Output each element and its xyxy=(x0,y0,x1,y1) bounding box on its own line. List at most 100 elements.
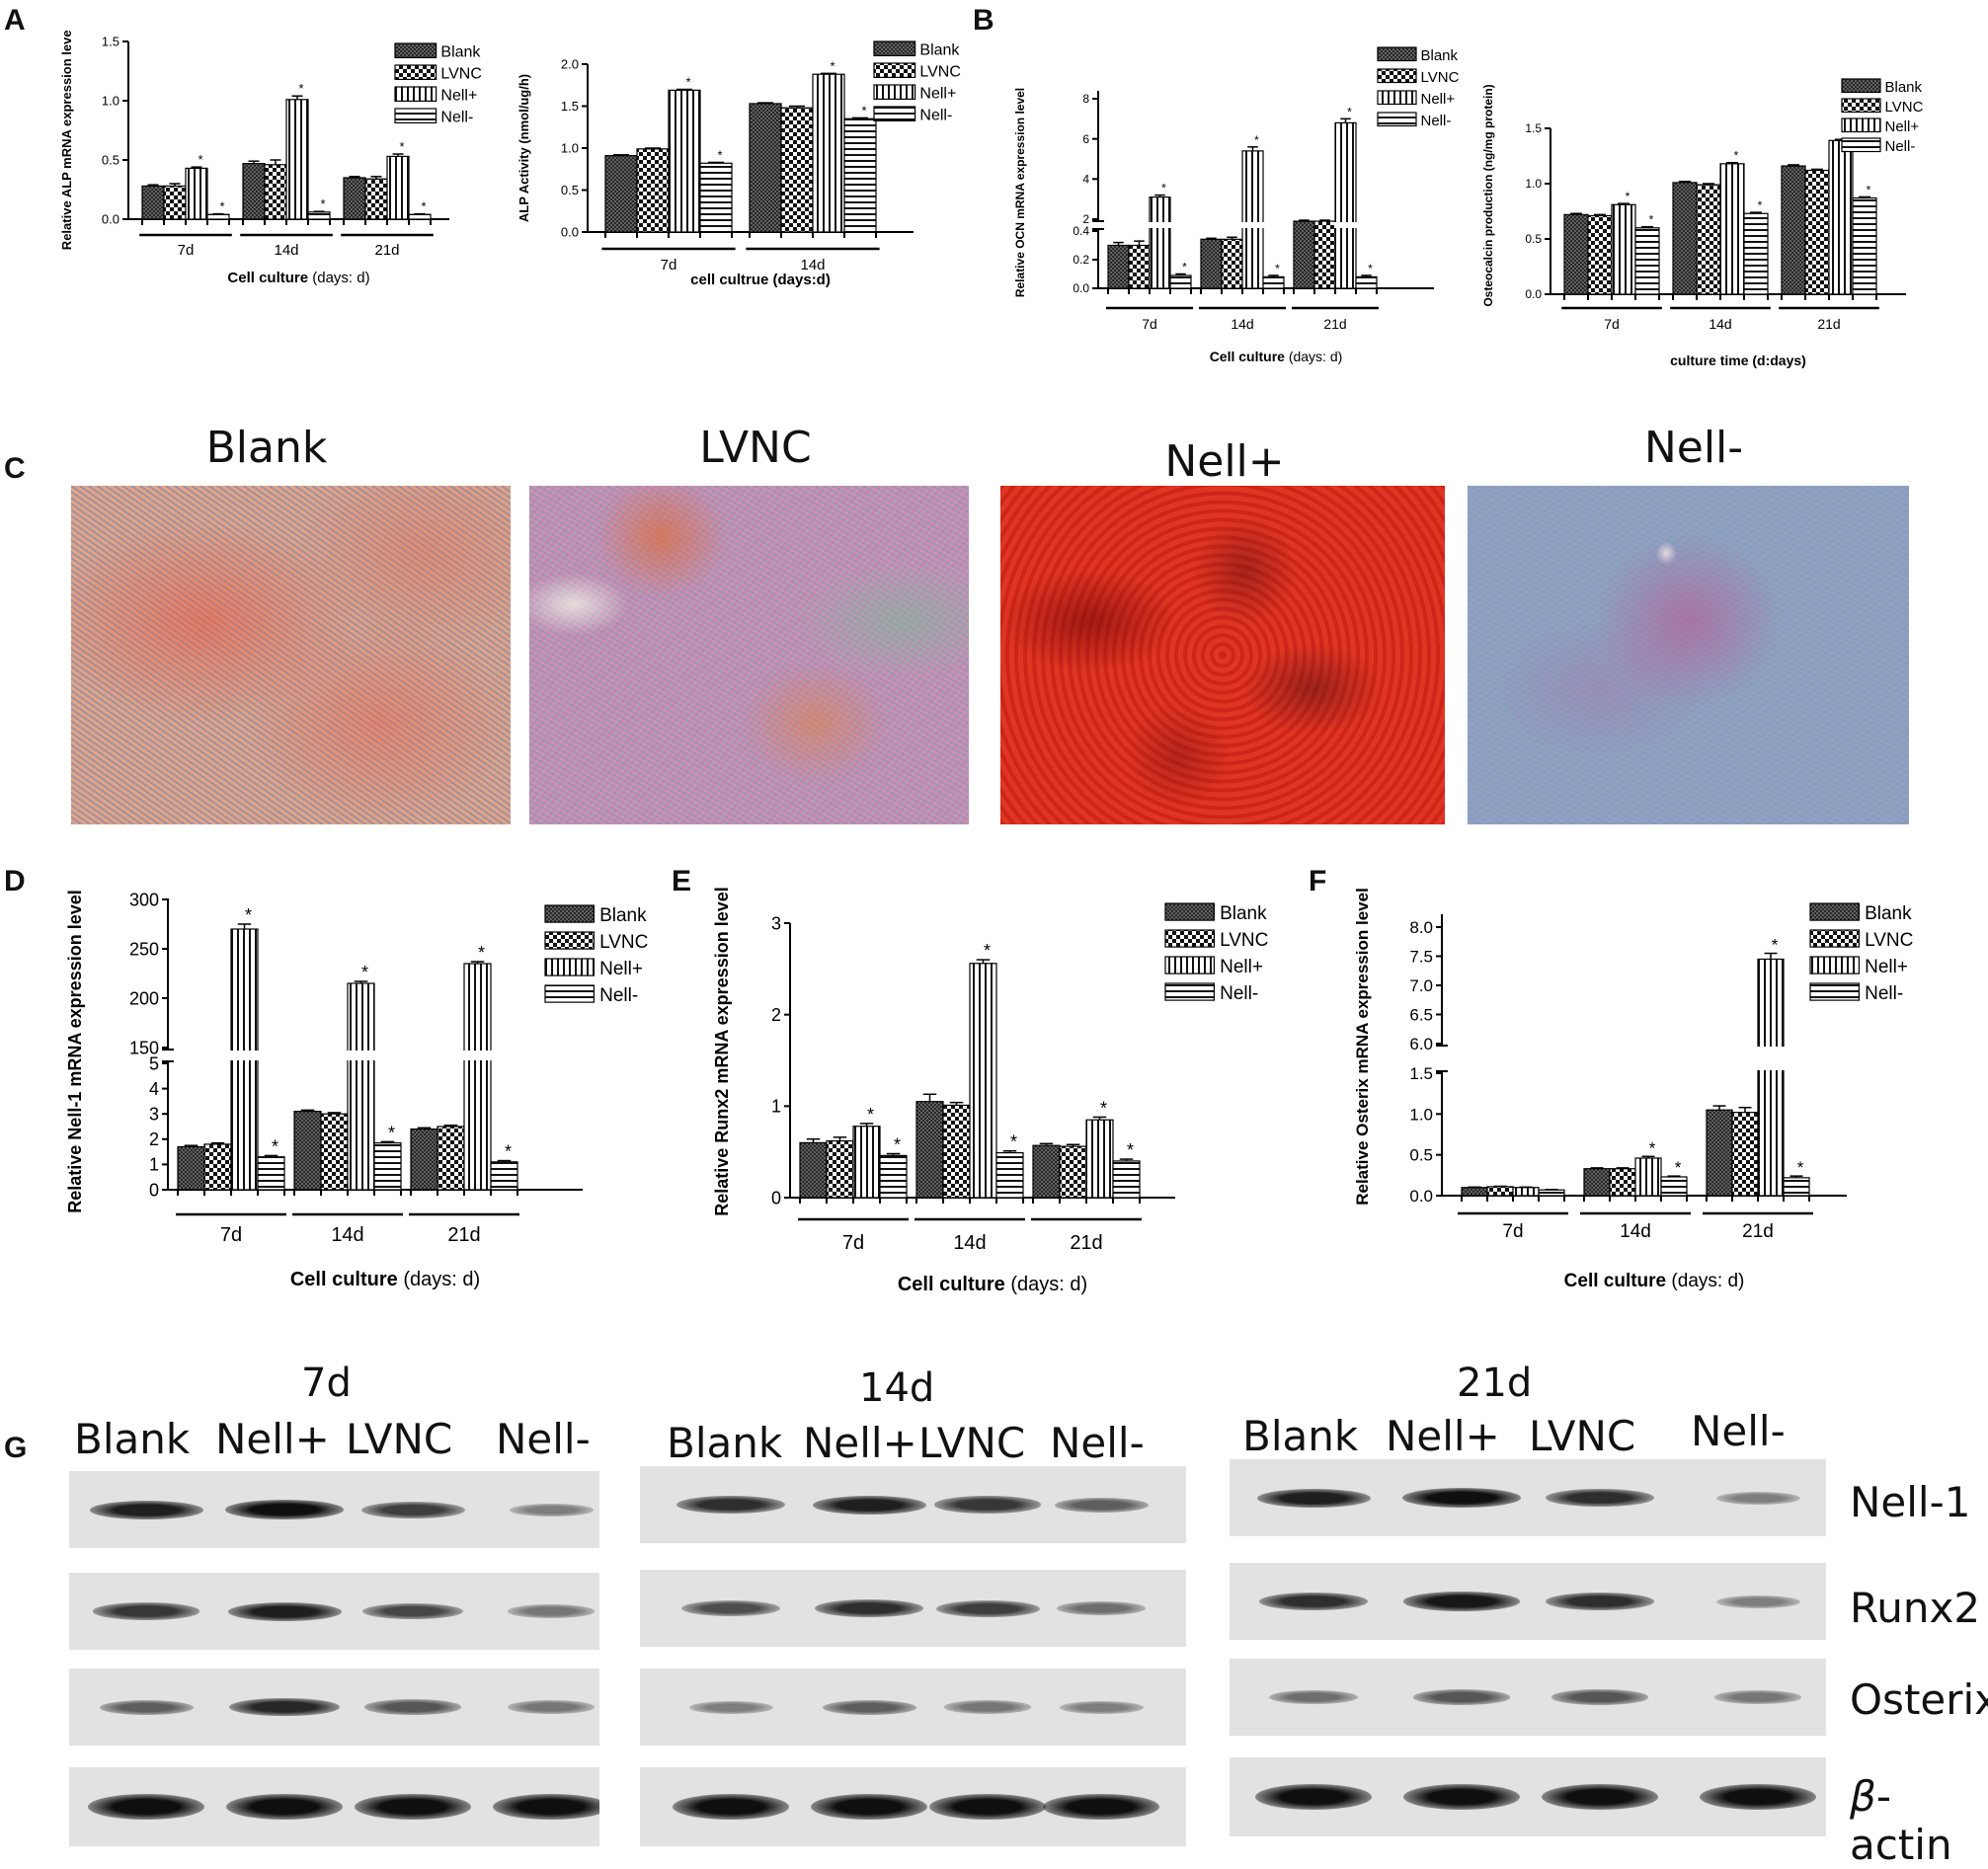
bar-blank-14d xyxy=(1200,238,1223,289)
blot-strip-14d-row3 xyxy=(640,1767,1186,1846)
significance-star: * xyxy=(1010,1132,1017,1152)
blot-band xyxy=(509,1503,594,1517)
y-tick-label: 300 xyxy=(129,890,159,909)
panel-letter-c: C xyxy=(4,452,26,485)
x-axis-label: Cell culture (days: d) xyxy=(1210,349,1343,364)
blot-band xyxy=(508,1604,595,1618)
blot-band xyxy=(88,1794,204,1820)
bar-lvnc-14d xyxy=(780,107,814,233)
y-axis-label: Relative ALP mRNA expression level xyxy=(59,30,74,250)
blot-strip-14d-row2 xyxy=(640,1669,1186,1746)
blot-band xyxy=(227,1601,342,1621)
bar-blank-21d xyxy=(1032,1144,1061,1199)
blot-strip-14d-row0 xyxy=(640,1466,1186,1543)
bar-nellplus-7d xyxy=(1611,203,1636,295)
blot-band xyxy=(811,1794,927,1820)
beta-symbol: β xyxy=(1850,1772,1876,1821)
legend-swatch xyxy=(1809,902,1861,921)
protein-label-runx2: Runx2 xyxy=(1850,1584,1981,1632)
blot-band xyxy=(493,1794,599,1820)
blot-band xyxy=(929,1794,1046,1820)
bar-lvnc-7d xyxy=(163,185,187,220)
legend-label: Nell- xyxy=(1885,138,1916,155)
blot-band xyxy=(1043,1794,1159,1820)
blot-strip-7d-row1 xyxy=(69,1573,599,1650)
panel-letter-g: G xyxy=(4,1432,28,1464)
significance-star: * xyxy=(867,1105,874,1125)
y-tick-label: 1.5 xyxy=(561,99,579,114)
bar-blank-7d xyxy=(1107,244,1130,289)
category-label-14d: 14d xyxy=(800,257,825,273)
legend-label: Nell- xyxy=(599,985,638,1006)
significance-star: * xyxy=(685,75,690,90)
y-tick-label: 6.5 xyxy=(1409,1005,1433,1024)
legend-swatch xyxy=(544,931,596,950)
blot-strip-21d-row0 xyxy=(1230,1459,1826,1536)
y-tick-label: 7.0 xyxy=(1409,976,1433,995)
lane-label-7d-blank: Blank xyxy=(74,1415,191,1463)
bar-nellminus-21d xyxy=(1783,1177,1810,1197)
significance-star: * xyxy=(1649,1138,1656,1157)
bar-nellminus-21d xyxy=(1112,1160,1141,1199)
bar-lvnc-21d xyxy=(1059,1145,1087,1199)
chart-a2: 0.0 0.5 1.0 1.5 2.0 ALP Activity (nmol/ug/h) *… xyxy=(517,40,961,288)
y-tick-label: 0.0 xyxy=(1525,287,1542,301)
legend-swatch xyxy=(1377,112,1417,127)
bar-lvnc-14d xyxy=(320,1113,349,1191)
y-tick-label: 2 xyxy=(149,1129,159,1149)
bar-break xyxy=(347,1051,375,1060)
legend-label: LVNC xyxy=(1885,99,1924,116)
bar-nellminus-14d xyxy=(995,1151,1024,1199)
bar-nellminus-14d xyxy=(307,211,331,220)
lane-label-21d-blank: Blank xyxy=(1242,1412,1359,1460)
category-label-14d: 14d xyxy=(1709,316,1731,332)
bar-lvnc-14d xyxy=(942,1104,971,1199)
micrograph-blank xyxy=(71,486,511,824)
blot-band xyxy=(360,1501,465,1519)
category-label-21d: 21d xyxy=(1070,1232,1102,1254)
category-label-14d: 14d xyxy=(953,1232,986,1254)
legend-label: Blank xyxy=(1885,79,1923,96)
bar-nellminus-21d xyxy=(1355,275,1378,289)
bar-nellplus-7d xyxy=(668,89,701,233)
bar-nellminus-14d xyxy=(843,117,877,233)
legend-swatch xyxy=(873,40,916,56)
y-axis-label: Osteocalcin production (ng/mg protein) xyxy=(1481,84,1495,306)
legend-swatch xyxy=(1164,956,1216,974)
micrograph-nellplus xyxy=(1000,486,1445,824)
significance-star: * xyxy=(1254,133,1259,147)
y-tick-label: 250 xyxy=(129,939,159,959)
bar-nellminus-7d xyxy=(879,1154,908,1199)
axis-break-gap xyxy=(1090,221,1106,229)
lane-label-21d-nellplus: Nell+ xyxy=(1386,1412,1500,1460)
significance-star: * xyxy=(219,199,224,214)
bar-nellminus-21d xyxy=(408,213,432,220)
legend-label: Blank xyxy=(440,44,481,61)
legend-swatch xyxy=(1377,90,1417,106)
legend-label: Nell- xyxy=(440,110,473,126)
bar-nellplus-21d xyxy=(1085,1119,1114,1199)
bar-nellplus-21d xyxy=(1757,958,1785,1197)
y-tick-label: 0.4 xyxy=(1073,224,1089,238)
micrograph-title-blank: Blank xyxy=(205,423,328,473)
y-tick-label: 2 xyxy=(1082,212,1089,226)
bar-nellplus-7d xyxy=(1512,1187,1540,1197)
category-label-14d: 14d xyxy=(331,1224,363,1246)
lane-label-21d-lvnc: LVNC xyxy=(1529,1412,1636,1460)
bar-nellplus-14d xyxy=(1634,1157,1662,1197)
micrograph-title-nellplus: Nell+ xyxy=(1164,436,1285,487)
significance-star: * xyxy=(1127,1140,1134,1160)
significance-star: * xyxy=(1843,125,1848,139)
bar-lvnc-14d xyxy=(264,164,287,220)
significance-star: * xyxy=(298,81,303,96)
blot-band xyxy=(364,1699,461,1715)
lane-label-7d-lvnc: LVNC xyxy=(346,1415,453,1463)
category-label-21d: 21d xyxy=(374,242,399,259)
significance-star: * xyxy=(421,199,426,214)
blot-band xyxy=(1054,1497,1149,1513)
y-tick-label: 200 xyxy=(129,988,159,1008)
blot-strip-14d-row1 xyxy=(640,1570,1186,1647)
blot-band xyxy=(228,1697,341,1717)
legend-swatch xyxy=(1809,956,1861,974)
significance-star: * xyxy=(1100,1098,1107,1118)
